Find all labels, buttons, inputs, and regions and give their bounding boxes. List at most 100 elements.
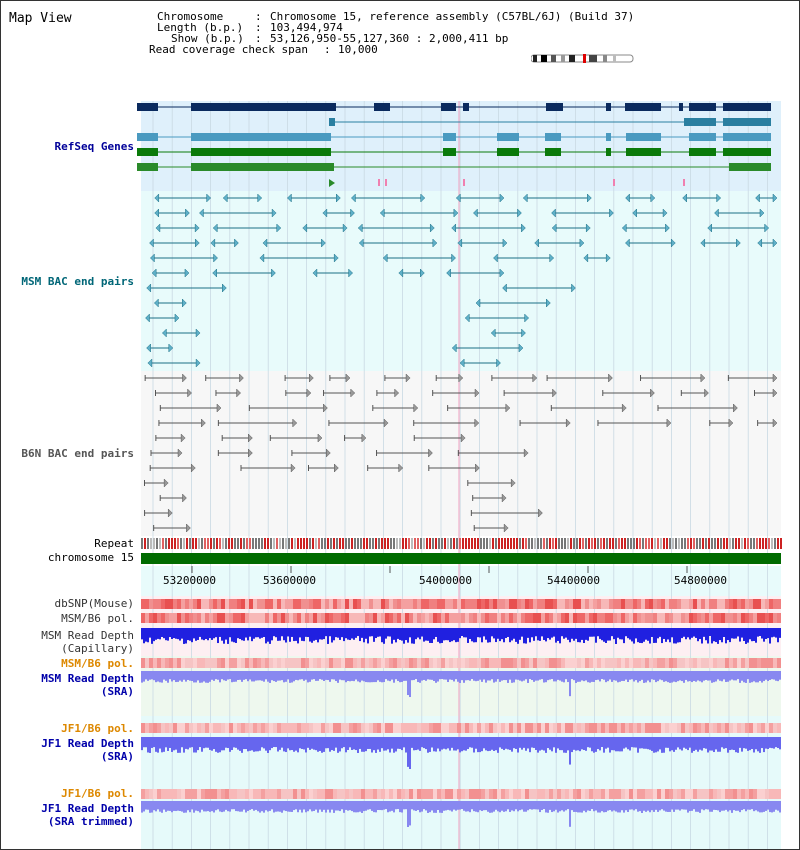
msm-depth-capillary-bar: [695, 628, 697, 638]
jf1-depth-sra-bar: [729, 737, 731, 751]
track-label-chromosome: chromosome 15: [47, 551, 134, 564]
jf1-b6-pol-strip: [717, 723, 721, 733]
jf1-depth-sra-bar: [689, 737, 691, 748]
jf1-b6-pol-trim-strip: [297, 789, 301, 799]
msm-depth-sra-bar: [311, 671, 313, 680]
msm-depth-sra-bar: [159, 671, 161, 683]
jf1-depth-trim-bar: [699, 801, 701, 813]
msm-depth-capillary-bar: [403, 628, 405, 644]
msm-b6-pol-sra-strip: [661, 658, 665, 668]
jf1-depth-trim-bar: [353, 801, 355, 813]
jf1-depth-trim-bar: [495, 801, 497, 810]
msm-depth-sra-bar: [537, 671, 539, 681]
jf1-depth-trim-bar: [563, 801, 565, 812]
msm-depth-sra-bar: [197, 671, 199, 681]
repeat-feature: [621, 538, 623, 549]
jf1-depth-sra-bar: [577, 737, 579, 751]
dbsnp-strip: [629, 599, 633, 609]
msm-b6-pol-sra-strip: [265, 658, 269, 668]
jf1-depth-sra-bar: [343, 737, 345, 748]
dbsnp-strip: [261, 599, 265, 609]
jf1-b6-pol-strip: [509, 723, 513, 733]
msm-depth-capillary-bar: [455, 628, 457, 643]
jf1-depth-sra-bar: [525, 737, 527, 751]
jf1-depth-sra-bar: [199, 737, 201, 748]
msm-b6-pol-sra-strip: [549, 658, 553, 668]
msm-b6-pol-sra-strip: [249, 658, 253, 668]
jf1-depth-trim-bar: [613, 801, 615, 811]
msm-b6-pol-strip: [433, 613, 437, 623]
repeat-feature: [171, 538, 173, 549]
msm-depth-sra-bar: [649, 671, 651, 683]
msm-b6-pol-strip: [581, 613, 585, 623]
jf1-depth-trim-bar: [151, 801, 153, 813]
jf1-b6-pol-strip: [373, 723, 377, 733]
msm-depth-capillary-bar: [517, 628, 519, 644]
msm-b6-pol-sra-strip: [509, 658, 513, 668]
jf1-b6-pol-trim-strip: [281, 789, 285, 799]
jf1-depth-sra-bar: [489, 737, 491, 751]
b6n-bac-end: [350, 388, 356, 398]
jf1-depth-trim-bar: [273, 801, 275, 813]
jf1-depth-trim-bar: [141, 801, 143, 813]
msm-depth-sra-bar: [719, 671, 721, 681]
msm-depth-capillary-bar: [331, 628, 333, 643]
msm-depth-sra-bar: [517, 671, 519, 680]
msm-b6-pol-strip: [553, 613, 557, 623]
msm-depth-capillary-bar: [211, 628, 213, 640]
jf1-b6-pol-strip: [745, 723, 749, 733]
msm-b6-pol-sra-strip: [505, 658, 509, 668]
msm-depth-capillary-bar: [269, 628, 271, 644]
jf1-depth-trim-bar: [663, 801, 665, 811]
msm-depth-sra-bar: [203, 671, 205, 682]
repeat-feature: [231, 538, 233, 549]
msm-b6-pol-strip: [613, 613, 617, 623]
msm-depth-capillary-bar: [491, 628, 493, 637]
msm-depth-sra-bar: [325, 671, 327, 680]
msm-depth-sra-bar: [547, 671, 549, 681]
jf1-depth-sra-bar: [747, 737, 749, 751]
jf1-depth-trim-bar: [591, 801, 593, 810]
msm-b6-pol-sra-strip: [617, 658, 621, 668]
msm-depth-capillary-bar: [507, 628, 509, 637]
jf1-b6-pol-trim-strip: [765, 789, 769, 799]
jf1-depth-sra-bar: [441, 737, 443, 750]
jf1-depth-trim-bar: [593, 801, 595, 812]
jf1-b6-pol-trim-strip: [205, 789, 209, 799]
dbsnp-strip: [657, 599, 661, 609]
msm-depth-capillary-bar: [665, 628, 667, 642]
msm-depth-sra-bar: [289, 671, 291, 683]
gene-exon: [545, 133, 561, 141]
jf1-b6-pol-trim-strip: [525, 789, 529, 799]
jf1-b6-pol-strip: [453, 723, 457, 733]
jf1-depth-sra-bar: [411, 737, 413, 748]
repeat-feature: [348, 538, 350, 549]
msm-depth-sra-bar: [597, 671, 599, 680]
jf1-depth-trim-bar: [641, 801, 643, 813]
msm-depth-sra-bar: [435, 671, 437, 683]
dbsnp-strip: [741, 599, 745, 609]
jf1-depth-sra-bar: [537, 737, 539, 753]
msm-depth-sra-bar: [321, 671, 323, 680]
jf1-depth-sra-bar: [499, 737, 501, 748]
jf1-depth-sra-bar: [779, 737, 781, 750]
msm-depth-sra-bar: [371, 671, 373, 683]
repeat-feature: [312, 538, 314, 549]
jf1-depth-sra-bar: [479, 737, 481, 753]
jf1-depth-trim-bar: [173, 801, 175, 811]
jf1-depth-sra-bar: [179, 737, 181, 753]
msm-b6-pol-strip: [233, 613, 237, 623]
msm-depth-capillary-bar: [229, 628, 231, 638]
msm-b6-pol-strip: [293, 613, 297, 623]
msm-b6-pol-sra-strip: [417, 658, 421, 668]
jf1-depth-sra-bar: [377, 737, 379, 750]
jf1-b6-pol-strip: [385, 723, 389, 733]
dbsnp-strip: [321, 599, 325, 609]
jf1-depth-trim-bar: [389, 801, 391, 812]
chromosome-ideogram[interactable]: [531, 54, 635, 64]
jf1-depth-trim-bar: [597, 801, 599, 813]
msm-depth-sra-bar: [709, 671, 711, 681]
msm-b6-pol-sra-strip: [525, 658, 529, 668]
jf1-depth-sra-bar: [579, 737, 581, 752]
